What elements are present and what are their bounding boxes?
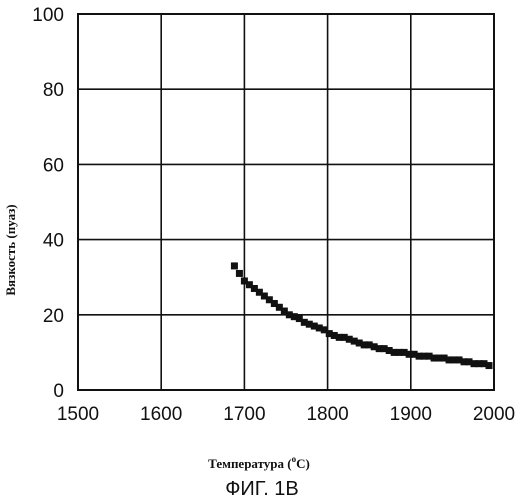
y-axis-title: Вязкость (пуаз): [3, 204, 18, 295]
x-axis-title-unit: C): [296, 456, 310, 471]
figure-caption: ФИГ. 1В: [225, 478, 299, 500]
grid: [78, 14, 494, 390]
x-tick-labels: 1500 1600 1700 1800 1900 2000: [57, 404, 515, 425]
x-axis-title: Температура (oC): [208, 454, 310, 471]
data-points: [231, 262, 493, 369]
y-tick-label: 100: [32, 5, 64, 26]
x-tick-label: 1900: [390, 404, 432, 425]
data-point: [236, 270, 243, 277]
data-point: [486, 362, 493, 369]
y-tick-label: 0: [53, 381, 64, 402]
y-tick-label: 20: [43, 306, 64, 327]
data-point: [231, 262, 238, 269]
x-axis-title-main: Температура (: [208, 456, 291, 471]
x-tick-label: 1600: [140, 404, 182, 425]
plot-frame: [78, 14, 494, 390]
x-tick-label: 1800: [306, 404, 348, 425]
y-tick-label: 60: [43, 155, 64, 176]
y-tick-label: 40: [43, 231, 64, 252]
x-tick-label: 2000: [473, 404, 515, 425]
x-tick-label: 1700: [223, 404, 265, 425]
y-tick-labels: 0 20 40 60 80 100: [32, 5, 64, 402]
x-tick-label: 1500: [57, 404, 99, 425]
y-tick-label: 80: [43, 80, 64, 101]
